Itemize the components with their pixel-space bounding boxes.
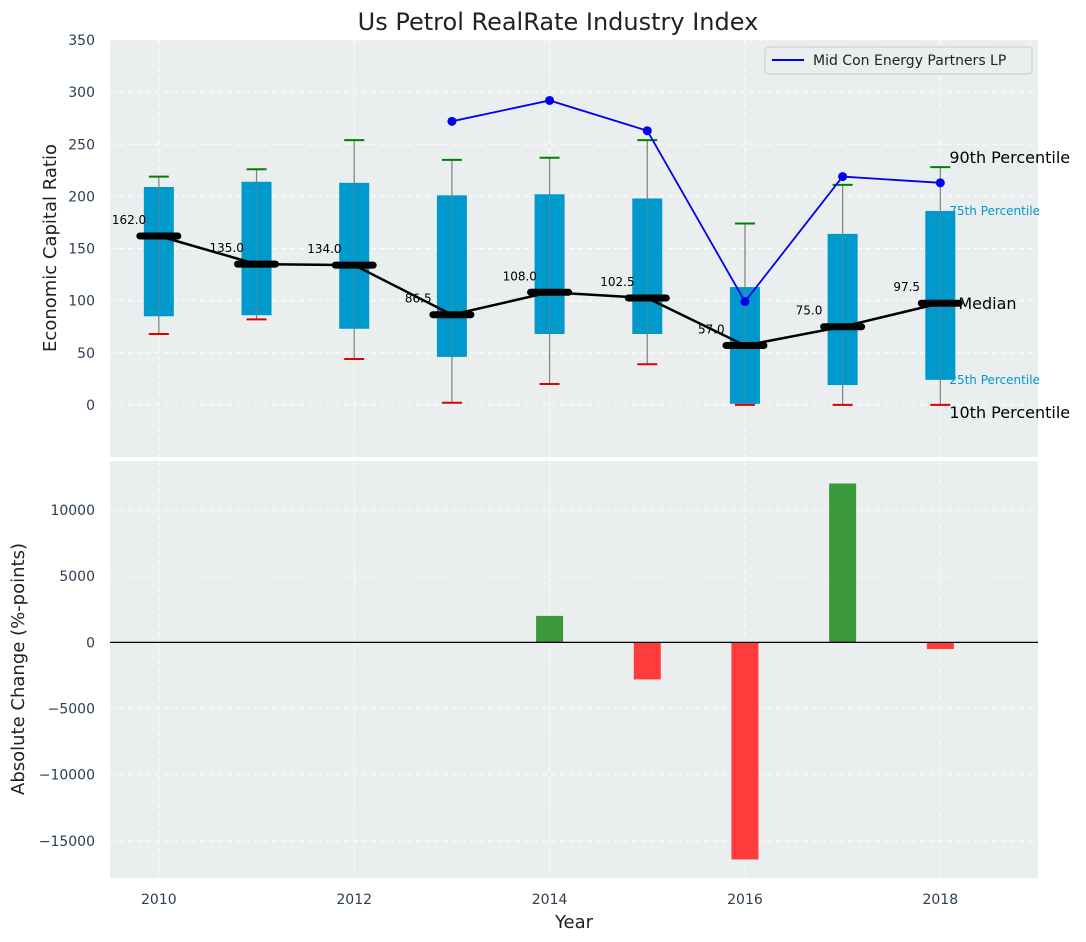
annotation-p10: 10th Percentile [949, 403, 1070, 422]
bottom-y-tick-label: 5000 [59, 569, 95, 585]
company-point [935, 178, 945, 188]
median-line-group: 162.0 135.0 134.0 86.5 108.0 102.5 57.0 75.0 97.… [112, 213, 963, 349]
top-y-tick-label: 300 [68, 85, 95, 101]
company-point [838, 172, 848, 182]
annotation-p90: 90th Percentile [949, 148, 1070, 167]
top-y-ticks: 0 50 100 150 200 250 300 350 [68, 33, 95, 414]
top-y-tick-label: 50 [77, 346, 95, 362]
x-tick-label: 2012 [336, 892, 372, 908]
bottom-y-tick-label: −15000 [39, 834, 95, 850]
company-series [447, 95, 945, 307]
company-line [451, 99, 941, 304]
median-value-label: 97.5 [893, 280, 920, 294]
x-ticks: 2010 2012 2014 2016 2018 [141, 892, 958, 908]
annotation-median: Median [958, 294, 1016, 313]
company-point [545, 95, 555, 105]
median-value-label: 75.0 [796, 304, 823, 318]
bottom-y-tick-label: −10000 [39, 768, 95, 784]
bottom-plot-area [110, 461, 1038, 878]
legend: Mid Con Energy Partners LP [764, 46, 1033, 75]
median-value-label: 134.0 [307, 242, 341, 256]
box-plots [143, 139, 956, 406]
top-y-tick-label: 200 [68, 189, 95, 205]
bottom-y-ticks: −15000 −10000 −5000 0 5000 10000 [39, 503, 95, 850]
change-bars [536, 483, 954, 860]
bottom-y-tick-label: −5000 [48, 702, 95, 718]
median-value-label: 108.0 [503, 269, 537, 283]
median-value-label: 162.0 [112, 213, 146, 227]
x-tick-label: 2014 [532, 892, 568, 908]
annotation-p75: 75th Percentile [949, 204, 1040, 218]
annotation-p25: 25th Percentile [949, 373, 1040, 387]
company-point [740, 297, 750, 307]
change-bar [829, 483, 857, 643]
median-value-label: 57.0 [698, 322, 725, 336]
legend-label: Mid Con Energy Partners LP [813, 53, 1006, 69]
bottom-y-tick-label: 0 [86, 635, 95, 651]
change-bar [633, 642, 661, 680]
top-y-tick-label: 0 [86, 398, 95, 414]
change-bar [926, 642, 954, 649]
percentile-annotations: 90th Percentile 75th Percentile Median 25th… [949, 148, 1070, 422]
bottom-y-tick-label: 10000 [50, 503, 95, 519]
bottom-y-axis-label: Absolute Change (%-points) [8, 543, 29, 795]
x-tick-label: 2010 [141, 892, 177, 908]
top-y-tick-label: 350 [68, 33, 95, 49]
change-bar [536, 615, 564, 643]
company-point [447, 116, 457, 126]
x-tick-label: 2016 [727, 892, 763, 908]
legend-box [764, 46, 1033, 75]
top-y-axis-label: Economic Capital Ratio [40, 144, 61, 352]
x-tick-label: 2018 [922, 892, 958, 908]
chart-title: Us Petrol RealRate Industry Index [358, 8, 759, 36]
company-point [642, 126, 652, 136]
top-y-tick-label: 150 [68, 242, 95, 258]
top-y-tick-label: 100 [68, 294, 95, 310]
x-axis-label: Year [554, 912, 594, 933]
change-bar [731, 642, 759, 860]
top-y-tick-label: 250 [68, 137, 95, 153]
median-value-label: 135.0 [210, 241, 244, 255]
median-value-label: 86.5 [405, 292, 432, 306]
median-value-label: 102.5 [600, 275, 634, 289]
